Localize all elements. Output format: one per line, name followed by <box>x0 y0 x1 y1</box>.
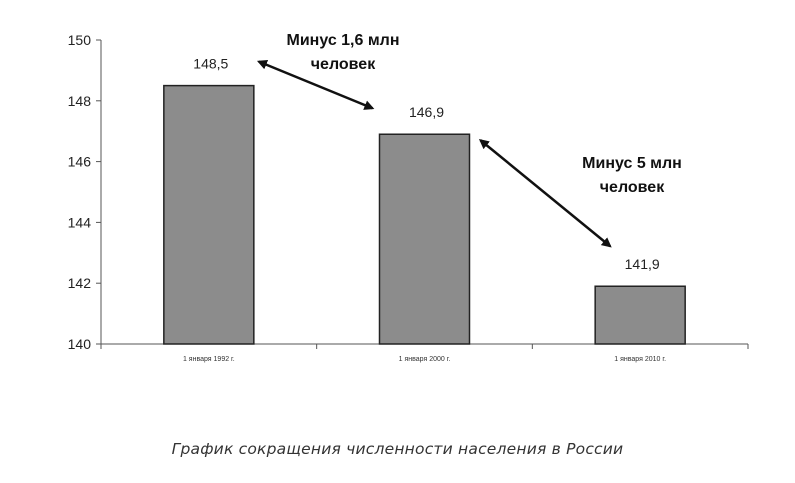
y-tick-label: 144 <box>68 214 92 230</box>
y-tick-label: 150 <box>68 32 92 48</box>
x-tick-label: 1 января 2000 г. <box>399 356 451 363</box>
annotation-text: Минус 5 млн человек <box>582 155 682 196</box>
bar <box>594 285 686 345</box>
y-tick-label: 148 <box>68 93 92 109</box>
x-tick-label: 1 января 1992 г. <box>183 356 235 363</box>
population-bar-chart: 140 142 144 146 148 150 1 января 1992 г. 148,5… <box>68 32 749 363</box>
data-label: 141,9 <box>625 256 660 272</box>
bar <box>378 133 471 345</box>
y-tick-label: 146 <box>68 154 92 170</box>
y-tick-label: 142 <box>68 275 92 291</box>
annotation-text: Минус 1,6 млн человек <box>286 32 399 73</box>
data-label: 146,9 <box>409 104 444 120</box>
annotations: Минус 1,6 млн человек Минус 5 млн человек <box>256 32 682 248</box>
x-tick-label: 1 января 2010 г. <box>614 356 666 363</box>
annotation-line: человек <box>600 179 665 196</box>
data-label: 148,5 <box>193 56 228 72</box>
labels: 1 января 1992 г. 148,5 1 января 2000 г. 146… <box>183 56 666 363</box>
annotation-line: человек <box>311 56 376 73</box>
annotation-line: Минус 1,6 млн <box>286 32 399 49</box>
chart-caption: График сокращения численности населения … <box>171 440 624 458</box>
annotation-arrow <box>478 138 612 248</box>
annotation-line: Минус 5 млн <box>582 155 682 172</box>
annotation-arrow <box>256 60 375 110</box>
y-tick-label: 140 <box>68 336 92 352</box>
bars <box>163 84 686 345</box>
bar <box>163 84 255 345</box>
